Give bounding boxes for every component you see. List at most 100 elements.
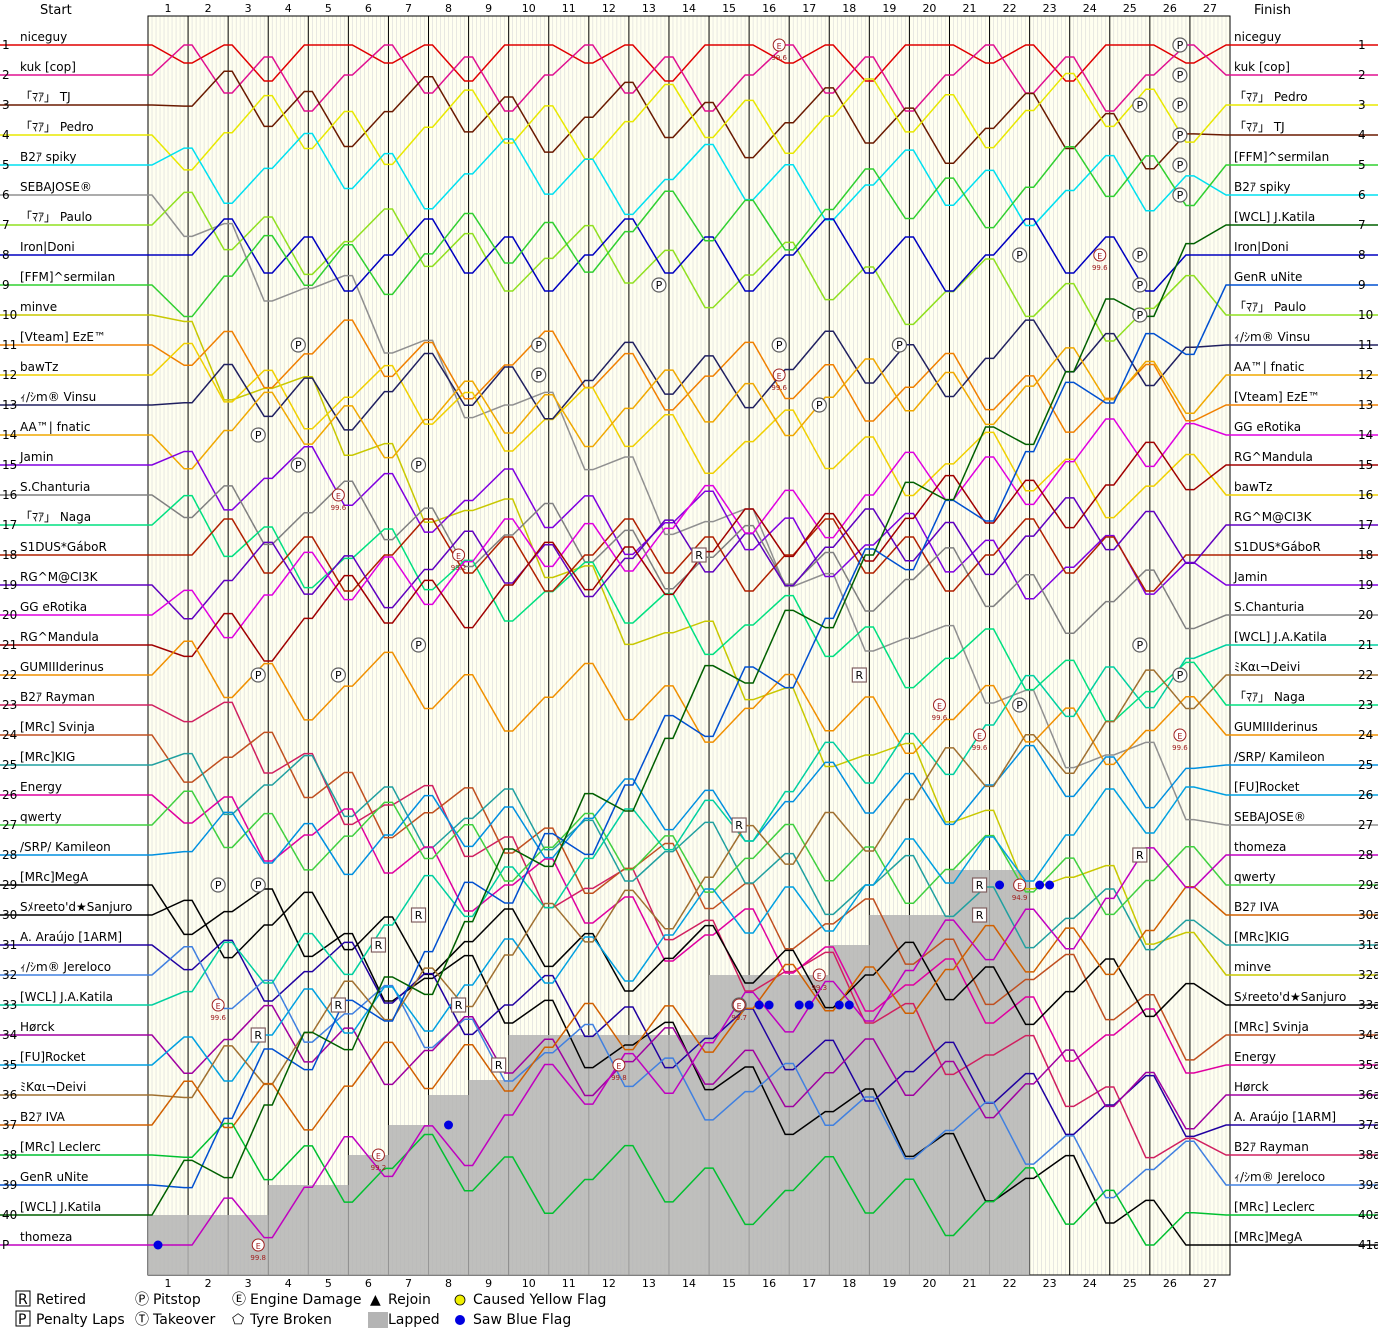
engine-damage-symbol: E	[256, 1242, 261, 1251]
retired-marker	[691, 547, 707, 563]
blue-flag-marker	[834, 1000, 844, 1010]
lap-tick-top: 8	[445, 2, 452, 15]
lap-tick-bottom: 26	[1163, 1277, 1177, 1290]
retired-marker-label: R	[375, 939, 383, 952]
finish-driver-label: Energy	[1234, 1050, 1276, 1064]
lap-tick-bottom: 9	[485, 1277, 492, 1290]
start-driver-label: A. Araújo [1ARM]	[20, 930, 122, 944]
retired-marker	[491, 1057, 507, 1073]
finish-driver-label: RG^M@CI3K	[1234, 510, 1313, 524]
engine-damage-marker	[932, 698, 946, 712]
retired-marker	[450, 997, 467, 1013]
lap-tick-top: 11	[562, 2, 576, 15]
start-driver-label: Energy	[20, 780, 62, 794]
start-driver-label: ｨ/ｼm® Vinsu	[20, 390, 96, 404]
pitstop-marker	[1172, 187, 1188, 203]
finish-driver-label: [MRc]KIG	[1234, 930, 1289, 944]
right-position-label: 33a	[1358, 998, 1378, 1012]
pitstop-marker	[1172, 667, 1188, 683]
right-position-label: 3	[1358, 98, 1366, 112]
retired-marker	[731, 817, 747, 833]
start-driver-label: [WCL] J.A.Katila	[20, 990, 113, 1004]
lap-tick-bottom: 5	[325, 1277, 332, 1290]
right-position-label: 5	[1358, 158, 1366, 172]
engine-damage-marker	[1173, 728, 1187, 742]
pitstop-marker	[410, 457, 427, 473]
left-position-label: 37	[2, 1118, 17, 1132]
driver-line	[0, 44, 1378, 112]
legend-symbol-box	[15, 1290, 31, 1307]
start-header: Start	[40, 3, 72, 18]
start-driver-label: GUMIIIderinus	[20, 660, 104, 674]
engine-damage-symbol: E	[1017, 882, 1022, 891]
lap-tick-top: 25	[1123, 2, 1137, 15]
left-position-label: 11	[2, 338, 17, 352]
engine-damage-marker	[772, 38, 786, 52]
finish-driver-label: /SRP/ Kamileon	[1234, 750, 1325, 764]
start-driver-label: B2ｱ IVA	[20, 1110, 66, 1124]
lapped-area	[148, 870, 1030, 1275]
retired-marker	[330, 997, 346, 1013]
left-position-label: 31	[2, 938, 17, 952]
retired-marker	[971, 907, 988, 923]
pitstop-marker-label: P	[1137, 639, 1144, 652]
start-driver-label: [MRc] Svinja	[20, 720, 95, 734]
damage-value-label: 99.6	[771, 54, 787, 62]
retired-marker-label: R	[976, 909, 984, 922]
pitstop-marker	[250, 877, 266, 893]
finish-driver-label: [MRc] Svinja	[1234, 1020, 1309, 1034]
engine-damage-marker	[812, 968, 826, 982]
start-driver-label: 「ﾏｱ」 Paulo	[20, 210, 92, 224]
left-position-label: 10	[2, 308, 17, 322]
blue-flag-marker	[995, 880, 1005, 890]
finish-driver-label: ﾐKαι¬Deivi	[1234, 660, 1300, 674]
left-position-label: 8	[2, 248, 10, 262]
pitstop-marker	[891, 337, 908, 353]
lapped-block	[949, 870, 1030, 1275]
pitstop-marker-label: P	[1177, 189, 1184, 202]
left-position-label: 20	[2, 608, 17, 622]
left-position-label: 35	[2, 1058, 17, 1072]
right-position-label: 13	[1358, 398, 1373, 412]
lap-tick-top: 7	[405, 2, 412, 15]
driver-line	[0, 191, 1378, 342]
damage-value-label: 99.8	[611, 1074, 627, 1082]
finish-driver-label: A. Araújo [1ARM]	[1234, 1110, 1336, 1124]
retired-marker-label: R	[1136, 849, 1144, 862]
retired-marker-label: R	[735, 819, 743, 832]
pitstop-marker	[410, 637, 427, 653]
lap-tick-top: 6	[365, 2, 372, 15]
finish-driver-label: bawTz	[1234, 480, 1272, 494]
start-driver-label: B2ｱ spiky	[20, 150, 77, 164]
driver-line	[0, 744, 1378, 876]
right-position-label: 38a	[1358, 1148, 1378, 1162]
right-position-label: 2	[1358, 68, 1366, 82]
pitstop-marker	[651, 277, 667, 293]
left-position-label: 32	[2, 968, 17, 982]
driver-line	[0, 518, 1378, 592]
right-position-label: 18	[1358, 548, 1373, 562]
left-position-label: 9	[2, 278, 10, 292]
lap-tick-bottom: 6	[365, 1277, 372, 1290]
engine-damage-marker	[331, 488, 345, 502]
pitstop-marker-label: P	[535, 339, 542, 352]
left-position-label: 18	[2, 548, 17, 562]
lap-tick-top: 4	[285, 2, 292, 15]
left-position-label: 16	[2, 488, 17, 502]
finish-driver-label: [FU]Rocket	[1234, 780, 1300, 794]
pitstop-marker	[1172, 127, 1188, 143]
legend-symbol: P	[18, 1312, 26, 1328]
driver-line	[0, 731, 1378, 1061]
driver-line	[0, 319, 1378, 433]
pitstop-marker-label: P	[1177, 669, 1184, 682]
legend-symbol: R	[18, 1292, 28, 1308]
pitstop-marker-label: P	[1177, 69, 1184, 82]
lap-tick-bottom: 23	[1043, 1277, 1057, 1290]
start-driver-label: ｨ/ｼm® Jereloco	[20, 960, 111, 974]
legend-symbol: Ⓣ	[135, 1312, 149, 1328]
driver-line	[0, 884, 1378, 1246]
right-position-label: 23	[1358, 698, 1373, 712]
left-position-label: 13	[2, 398, 17, 412]
driver-line	[0, 1004, 1378, 1130]
left-position-label: 3	[2, 98, 10, 112]
